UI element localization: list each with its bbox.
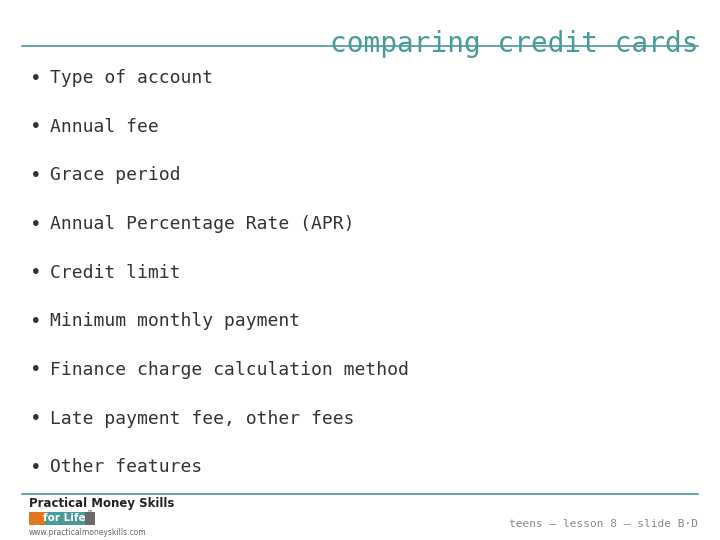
Text: Type of account: Type of account [50,69,214,87]
Text: •: • [30,69,42,88]
Text: •: • [30,166,42,185]
Text: Annual Percentage Rate (APR): Annual Percentage Rate (APR) [50,215,355,233]
Text: Other features: Other features [50,458,202,476]
Text: Minimum monthly payment: Minimum monthly payment [50,312,300,330]
Text: ™: ™ [86,510,93,516]
Text: Grace period: Grace period [50,166,181,185]
Text: comparing credit cards: comparing credit cards [330,30,698,58]
Text: Late payment fee, other fees: Late payment fee, other fees [50,409,355,428]
Text: Annual fee: Annual fee [50,118,159,136]
FancyBboxPatch shape [29,512,45,525]
Text: •: • [30,457,42,477]
Text: www.practicalmoneyskills.com: www.practicalmoneyskills.com [29,529,146,537]
Text: •: • [30,360,42,380]
Text: Credit limit: Credit limit [50,264,181,282]
Text: •: • [30,214,42,234]
FancyBboxPatch shape [45,512,85,525]
Text: •: • [30,263,42,282]
Text: for Life: for Life [43,514,86,523]
Text: teens – lesson 8 – slide B·D: teens – lesson 8 – slide B·D [510,519,698,529]
Text: Finance charge calculation method: Finance charge calculation method [50,361,409,379]
Text: •: • [30,409,42,428]
Text: •: • [30,117,42,137]
Text: •: • [30,312,42,331]
FancyBboxPatch shape [85,512,95,525]
Text: Practical Money Skills: Practical Money Skills [29,497,174,510]
